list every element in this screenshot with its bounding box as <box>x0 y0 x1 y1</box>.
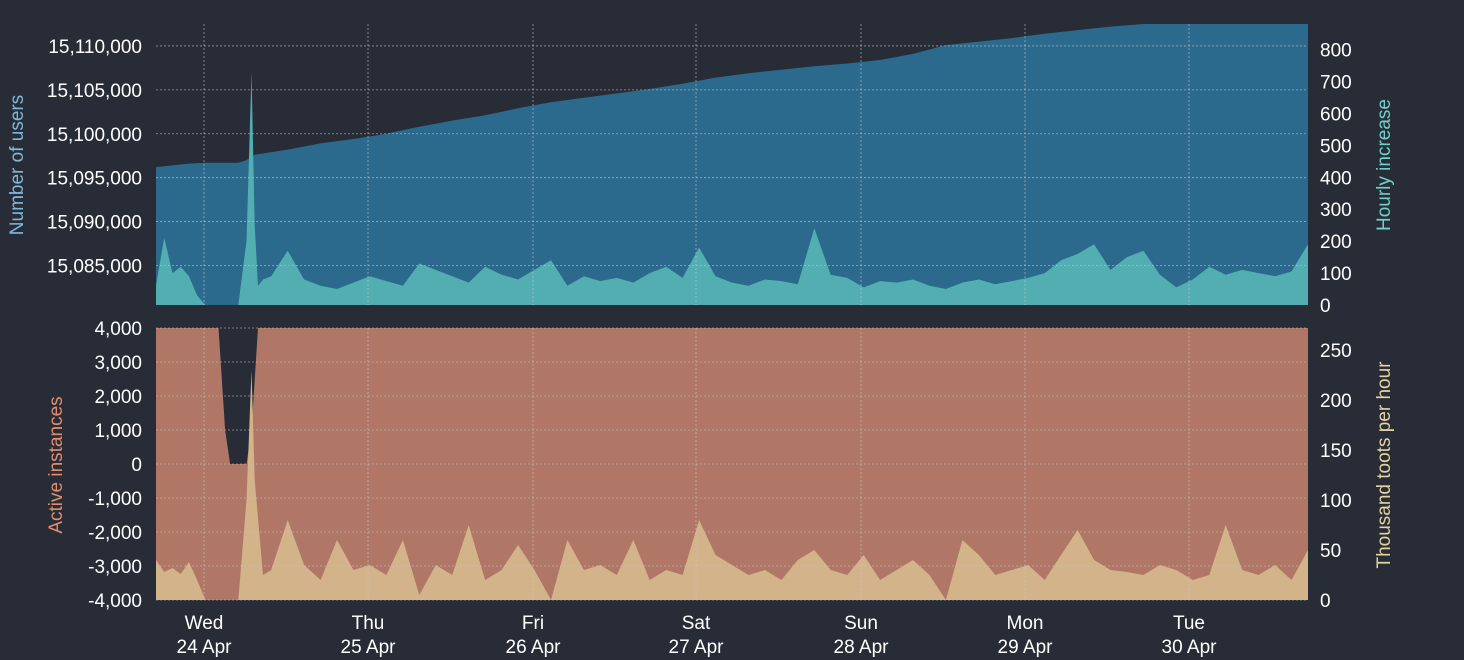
toots-y-tick: 250 <box>1320 341 1352 362</box>
instances-axis-label: Active instances <box>46 396 67 533</box>
instances-y-ticks: -4,000 -3,000 -2,000 -1,000 0 1,000 2,000 3,000… <box>88 319 142 612</box>
users-y-tick: 15,085,000 <box>47 256 142 277</box>
instances-y-tick: 0 <box>131 455 142 476</box>
instances-y-tick: 3,000 <box>94 353 142 374</box>
users-y-tick: 15,100,000 <box>47 125 142 146</box>
hourly-y-tick: 100 <box>1320 264 1352 285</box>
users-y-tick: 15,095,000 <box>47 169 142 190</box>
hourly-y-tick: 700 <box>1320 72 1352 93</box>
users-y-ticks: 15,085,000 15,090,000 15,095,000 15,100,000… <box>47 37 142 278</box>
toots-y-ticks: 0 50 100 150 200 250 <box>1320 341 1352 612</box>
instances-y-tick: -3,000 <box>88 557 142 578</box>
toots-y-tick: 50 <box>1320 541 1341 562</box>
x-tick-date: 26 Apr <box>506 637 562 658</box>
hourly-y-tick: 500 <box>1320 136 1352 157</box>
hourly-increase-axis-label: Hourly increase <box>1374 99 1395 231</box>
users-y-tick: 15,105,000 <box>47 81 142 102</box>
instances-y-tick: 2,000 <box>94 387 142 408</box>
instances-y-tick: -2,000 <box>88 523 142 544</box>
x-tick-date: 28 Apr <box>834 637 890 658</box>
toots-y-tick: 200 <box>1320 391 1352 412</box>
x-tick-date: 25 Apr <box>341 637 397 658</box>
x-tick-day: Fri <box>522 613 544 634</box>
hourly-y-tick: 600 <box>1320 104 1352 125</box>
instances-panel: -4,000 -3,000 -2,000 -1,000 0 1,000 2,000 3,000… <box>46 319 1395 612</box>
hourly-y-tick: 400 <box>1320 168 1352 189</box>
users-areas <box>156 24 1308 305</box>
x-tick-day: Tue <box>1173 613 1205 634</box>
instances-y-tick: -1,000 <box>88 489 142 510</box>
instances-y-tick: -4,000 <box>88 591 142 612</box>
x-tick-day: Sat <box>682 613 711 634</box>
x-axis-day-labels: Wed 24 Apr Thu 25 Apr Fri 26 Apr Sat 27 Apr Sun 2… <box>177 613 1218 658</box>
hourly-y-tick: 0 <box>1320 296 1331 317</box>
x-tick-date: 29 Apr <box>998 637 1054 658</box>
toots-y-tick: 100 <box>1320 491 1352 512</box>
toots-axis-label: Thousand toots per hour <box>1374 361 1395 569</box>
users-y-tick: 15,110,000 <box>48 37 142 58</box>
toots-y-tick: 0 <box>1320 591 1331 612</box>
x-tick-day: Wed <box>185 613 224 634</box>
hourly-y-tick: 800 <box>1320 41 1352 62</box>
hourly-y-tick: 200 <box>1320 232 1352 253</box>
users-y-tick: 15,090,000 <box>47 213 142 234</box>
x-tick-date: 27 Apr <box>669 637 725 658</box>
x-tick-date: 24 Apr <box>177 637 233 658</box>
instances-y-tick: 1,000 <box>94 421 142 442</box>
instances-y-tick: 4,000 <box>94 319 142 340</box>
hourly-increase-y-ticks: 0 100 200 300 400 500 600 700 800 <box>1320 41 1352 317</box>
x-tick-day: Thu <box>352 613 385 634</box>
x-tick-date: 30 Apr <box>1162 637 1218 658</box>
toots-y-tick: 150 <box>1320 441 1352 462</box>
x-tick-day: Mon <box>1007 613 1044 634</box>
x-tick-day: Sun <box>844 613 878 634</box>
users-panel: 15,085,000 15,090,000 15,095,000 15,100,000… <box>7 24 1395 317</box>
hourly-y-tick: 300 <box>1320 200 1352 221</box>
users-axis-label: Number of users <box>7 95 28 235</box>
